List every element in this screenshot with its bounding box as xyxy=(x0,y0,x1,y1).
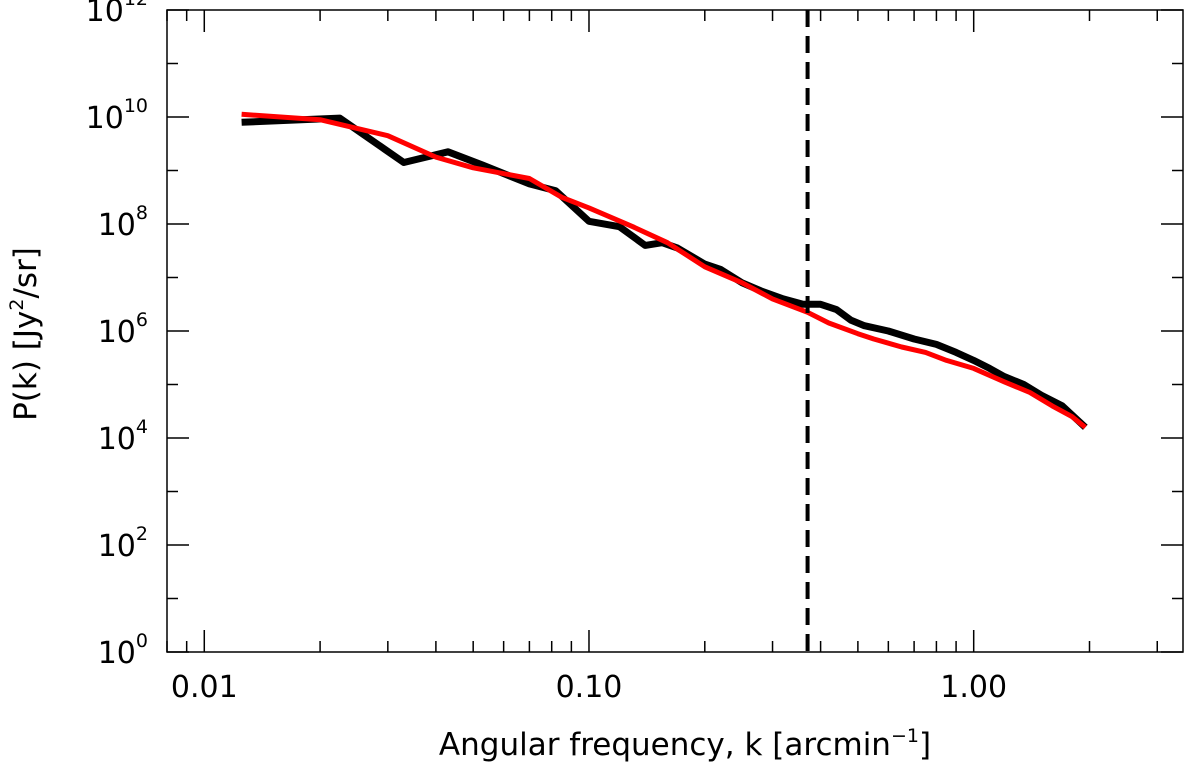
x-axis-ticks: 0.01 0.10 1.00 xyxy=(166,10,1158,705)
x-tick-label: 0.01 xyxy=(171,670,238,705)
x-axis-label-main: Angular frequency, k [arcmin xyxy=(439,727,891,763)
y-tick-label: 100 xyxy=(98,630,148,671)
x-tick-label: 0.10 xyxy=(556,670,623,705)
y-axis-label-main: P(k) [Jy xyxy=(8,311,44,421)
x-axis-label-sup: −1 xyxy=(891,725,919,747)
y-axis-label-end: /sr] xyxy=(8,247,44,298)
y-tick-label: 1010 xyxy=(86,95,148,136)
y-axis-label: P(k) [Jy2/sr] xyxy=(6,247,44,421)
y-tick-label: 104 xyxy=(98,416,148,457)
y-tick-label: 1012 xyxy=(86,0,148,29)
y-axis-ticks: 100 102 104 106 108 1010 1012 xyxy=(86,0,1183,671)
y-tick-label: 108 xyxy=(98,202,148,243)
plot-series xyxy=(241,111,1088,430)
plot-frame xyxy=(166,9,1184,653)
black-series-line xyxy=(241,114,1088,430)
red-series-line xyxy=(241,111,1087,430)
x-tick-label: 1.00 xyxy=(940,670,1007,705)
x-axis-label-end: ] xyxy=(919,727,931,763)
y-tick-label: 106 xyxy=(98,309,148,350)
x-axis-label: Angular frequency, k [arcmin−1] xyxy=(439,725,931,763)
y-tick-label: 102 xyxy=(98,523,148,564)
y-axis-label-sup: 2 xyxy=(6,299,28,311)
